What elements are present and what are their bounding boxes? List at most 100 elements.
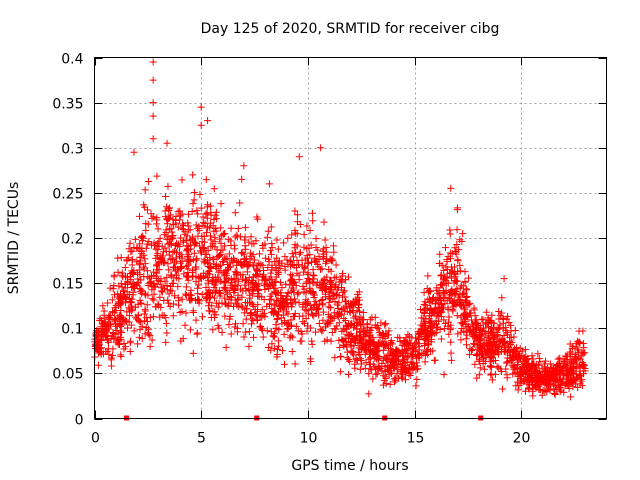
data-point — [412, 334, 420, 342]
data-point — [525, 384, 533, 392]
data-point — [473, 341, 481, 349]
y-tick-label: 0.1 — [61, 322, 83, 338]
data-point — [330, 248, 338, 256]
data-point — [144, 291, 152, 299]
data-point — [245, 274, 253, 282]
data-point — [165, 266, 173, 274]
data-point — [142, 244, 150, 252]
data-point — [222, 343, 230, 351]
data-point — [365, 390, 373, 398]
data-point — [565, 385, 573, 393]
data-point — [180, 222, 188, 230]
data-point — [528, 352, 536, 360]
data-point — [192, 278, 200, 286]
data-point — [431, 329, 439, 337]
data-point — [209, 326, 217, 334]
data-point — [165, 290, 173, 298]
data-point — [217, 261, 225, 269]
data-point — [486, 362, 494, 370]
data-point — [154, 225, 162, 233]
data-point — [263, 327, 271, 335]
data-point — [197, 103, 205, 111]
data-point — [177, 251, 185, 259]
data-point — [201, 250, 209, 258]
data-point — [419, 314, 427, 322]
data-point — [462, 312, 470, 320]
data-point — [264, 227, 272, 235]
data-point — [170, 264, 178, 272]
data-point — [306, 287, 314, 295]
data-point — [176, 212, 184, 220]
data-point — [284, 234, 292, 242]
data-point — [581, 367, 589, 375]
data-point — [392, 376, 400, 384]
data-point — [137, 234, 145, 242]
data-point — [425, 287, 433, 295]
data-point — [304, 271, 312, 279]
data-point — [345, 371, 353, 379]
data-point — [253, 281, 261, 289]
data-point — [315, 282, 323, 290]
data-point — [183, 232, 191, 240]
data-point — [407, 358, 415, 366]
data-point — [529, 387, 537, 395]
data-point — [446, 226, 454, 234]
data-point — [303, 307, 311, 315]
data-point — [265, 180, 273, 188]
data-point — [239, 303, 247, 311]
data-point — [167, 256, 175, 264]
data-point — [110, 282, 118, 290]
data-point — [227, 299, 235, 307]
data-point — [271, 278, 279, 286]
data-point — [98, 320, 106, 328]
data-point — [465, 301, 473, 309]
data-point — [240, 309, 248, 317]
data-point — [491, 370, 499, 378]
data-point — [295, 250, 303, 258]
data-point — [156, 313, 164, 321]
data-point — [393, 346, 401, 354]
data-point — [181, 321, 189, 329]
data-point — [494, 325, 502, 333]
data-point — [97, 344, 105, 352]
data-point — [302, 279, 310, 287]
data-point — [148, 295, 156, 303]
data-point — [539, 377, 547, 385]
data-point — [153, 252, 161, 260]
data-point — [148, 286, 156, 294]
data-point — [273, 311, 281, 319]
data-point — [451, 299, 459, 307]
data-point — [388, 340, 396, 348]
data-point — [197, 204, 205, 212]
data-point — [388, 351, 396, 359]
data-point — [164, 260, 172, 268]
data-point — [304, 300, 312, 308]
data-point — [261, 254, 269, 262]
y-tick-label: 0.05 — [52, 367, 83, 383]
data-point — [193, 255, 201, 263]
data-point — [101, 326, 109, 334]
data-point — [221, 285, 229, 293]
data-point — [203, 229, 211, 237]
data-point — [254, 267, 262, 275]
data-point — [418, 328, 426, 336]
data-point — [470, 330, 478, 338]
data-point — [252, 272, 260, 280]
data-point — [352, 338, 360, 346]
data-point — [176, 252, 184, 260]
data-point — [263, 233, 271, 241]
data-point — [481, 357, 489, 365]
y-tick-label: 0.4 — [61, 52, 83, 68]
data-point — [140, 263, 148, 271]
data-point — [369, 375, 377, 383]
data-point — [186, 226, 194, 234]
data-point — [243, 305, 251, 313]
data-point — [513, 378, 521, 386]
data-point — [576, 363, 584, 371]
data-point — [161, 277, 169, 285]
data-point — [323, 273, 331, 281]
data-point — [437, 335, 445, 343]
data-point — [234, 224, 242, 232]
data-point — [465, 326, 473, 334]
data-point — [224, 276, 232, 284]
